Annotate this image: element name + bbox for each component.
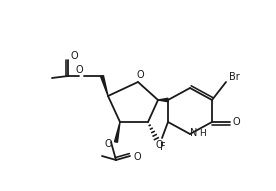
Text: Br: Br — [229, 72, 239, 82]
Text: O: O — [75, 65, 83, 75]
Text: N: N — [190, 128, 198, 138]
Polygon shape — [115, 122, 120, 142]
Polygon shape — [158, 98, 168, 102]
Text: O: O — [136, 70, 144, 80]
Text: O: O — [232, 117, 240, 127]
Text: O: O — [70, 51, 78, 61]
Text: O: O — [104, 139, 112, 149]
Polygon shape — [100, 76, 108, 96]
Text: O: O — [155, 140, 163, 150]
Text: H: H — [199, 129, 205, 138]
Text: F: F — [160, 142, 166, 152]
Text: O: O — [133, 152, 141, 162]
